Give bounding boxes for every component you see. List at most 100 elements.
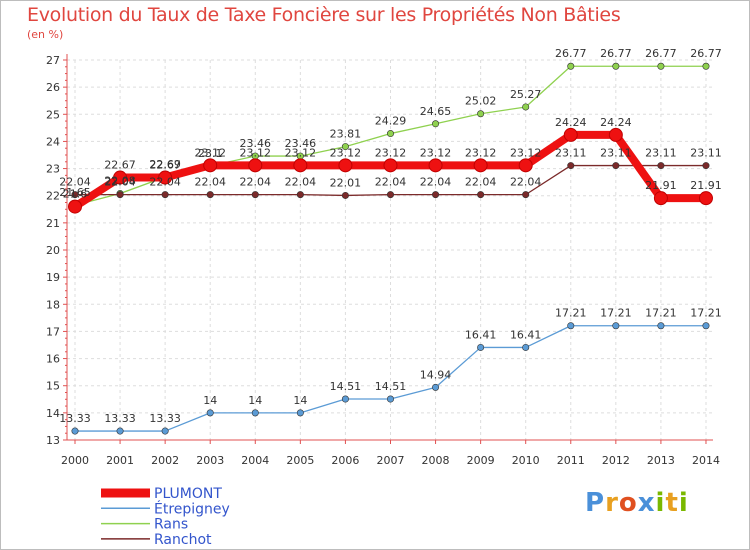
data-label: 23.12 <box>420 146 452 159</box>
data-point <box>477 191 485 199</box>
data-point <box>251 191 259 199</box>
data-label: 23.11 <box>690 147 722 160</box>
data-label: 23.81 <box>330 128 362 141</box>
data-label: 21.65 <box>59 186 91 199</box>
x-tick-label: 2004 <box>241 454 269 467</box>
data-label: 23.1 <box>198 147 223 160</box>
x-tick-label: 2014 <box>692 454 720 467</box>
data-label: 22.04 <box>149 176 181 189</box>
data-label: 23.12 <box>465 146 497 159</box>
data-labels: 22.04 22.04 22.04 22.04 22.04 22.04 22.01 22.04… <box>59 147 721 190</box>
data-label: 23.12 <box>330 146 362 159</box>
data-label: 26.77 <box>690 47 722 60</box>
x-tick-label: 2013 <box>647 454 675 467</box>
y-tick-label: 16 <box>46 353 60 366</box>
data-point <box>612 162 620 170</box>
legend-label: Ranchot <box>154 532 212 548</box>
series-ranchot <box>71 162 710 199</box>
data-point <box>657 62 665 70</box>
data-label: 23.11 <box>600 147 632 160</box>
data-point <box>68 199 82 214</box>
data-label: 26.77 <box>600 47 632 60</box>
data-label: 22.08 <box>104 175 136 188</box>
data-label: 16.41 <box>510 328 542 341</box>
data-point <box>251 409 259 417</box>
data-point <box>657 162 665 170</box>
logo-letter: t <box>665 488 679 518</box>
data-label: 26.77 <box>555 47 587 60</box>
logo-letter: o <box>618 488 638 518</box>
data-point <box>702 162 710 170</box>
data-label: 23.12 <box>194 146 226 159</box>
data-point <box>612 62 620 70</box>
y-tick-label: 23 <box>46 163 60 176</box>
data-label: 24.65 <box>420 105 452 118</box>
data-point <box>612 322 620 330</box>
x-tick-label: 2012 <box>602 454 630 467</box>
data-label: 22.69 <box>149 158 181 171</box>
data-point <box>608 127 623 142</box>
data-labels: 21.65 22.08 22.69 23.1 23.46 23.46 23.81 24.29 2… <box>59 47 721 199</box>
data-label: 23.46 <box>285 137 317 150</box>
y-tick-label: 18 <box>46 298 60 311</box>
x-tick-label: 2001 <box>106 454 134 467</box>
y-unit-label: (en %) <box>27 28 64 41</box>
data-point <box>341 191 349 199</box>
data-label: 22.67 <box>149 159 181 172</box>
data-point <box>341 143 349 151</box>
data-label: 22.04 <box>104 176 136 189</box>
data-label: 22.04 <box>59 176 91 189</box>
data-point <box>158 170 173 185</box>
logo-letter: r <box>605 488 619 518</box>
logo-letter: i <box>655 488 666 518</box>
y-tick-label: 25 <box>46 108 60 121</box>
data-point <box>432 191 440 199</box>
series-plumont <box>68 127 713 214</box>
data-point <box>522 191 530 199</box>
data-point <box>653 191 668 206</box>
x-tick-label: 2011 <box>557 454 585 467</box>
data-point <box>383 158 398 173</box>
x-tick-label: 2005 <box>286 454 314 467</box>
legend-label: PLUMONT <box>154 486 222 502</box>
data-point <box>432 383 440 391</box>
logo-letter: P <box>585 488 606 518</box>
legend-label: Rans <box>154 517 188 533</box>
data-point <box>657 322 665 330</box>
data-point <box>432 120 440 128</box>
data-label: 13.33 <box>59 412 91 425</box>
x-tick-label: 2003 <box>196 454 224 467</box>
proxiti-logo: Proxiti <box>585 488 689 518</box>
y-tick-label: 21 <box>46 217 60 230</box>
data-point <box>248 158 263 173</box>
data-label: 14 <box>248 394 262 407</box>
data-label: 14.51 <box>330 380 362 393</box>
data-point <box>386 191 394 199</box>
data-label: 24.24 <box>555 116 587 129</box>
data-label: 25.02 <box>465 95 497 108</box>
data-label: 22.04 <box>420 176 452 189</box>
data-label: 23.12 <box>285 146 317 159</box>
data-label: 14.51 <box>375 380 407 393</box>
data-point <box>428 158 443 173</box>
data-label: 26.77 <box>645 47 677 60</box>
data-point <box>567 162 575 170</box>
x-tick-label: 2002 <box>151 454 179 467</box>
data-label: 17.21 <box>645 307 677 320</box>
data-point <box>161 191 169 199</box>
x-tick-label: 2006 <box>331 454 359 467</box>
data-point <box>206 409 214 417</box>
data-label: 23.11 <box>555 147 587 160</box>
data-label: 17.21 <box>600 307 632 320</box>
data-label: 14 <box>293 394 307 407</box>
data-point <box>161 427 169 435</box>
data-label: 17.21 <box>690 307 722 320</box>
data-point <box>518 158 533 173</box>
data-point <box>522 103 530 111</box>
data-point <box>567 322 575 330</box>
data-label: 24.29 <box>375 115 407 128</box>
data-point <box>113 170 128 185</box>
data-label: 22.04 <box>240 176 272 189</box>
y-tick-label: 19 <box>46 271 60 284</box>
